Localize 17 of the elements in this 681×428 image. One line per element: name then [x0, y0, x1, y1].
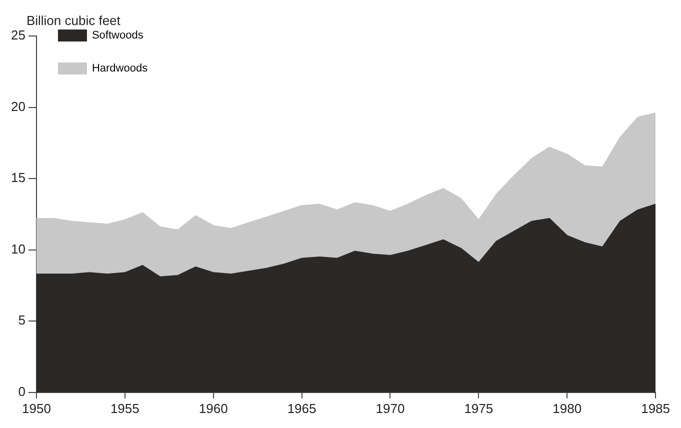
- y-tick-label: 5: [18, 312, 26, 328]
- x-tick-label: 1980: [552, 400, 582, 416]
- x-tick-label: 1965: [287, 400, 316, 416]
- y-tick-label: 0: [18, 384, 26, 399]
- y-axis-title: Billion cubic feet: [26, 13, 121, 28]
- legend-label: Hardwoods: [92, 62, 148, 75]
- legend-label: Softwoods: [92, 30, 144, 42]
- x-tick-label: 1955: [110, 400, 140, 416]
- x-tick-label: 1950: [22, 400, 51, 416]
- x-tick-label: 1970: [376, 400, 405, 416]
- x-tick-label: 1985: [641, 400, 670, 416]
- y-tick-label: 10: [10, 241, 26, 256]
- y-tick-label: 20: [10, 98, 26, 114]
- x-tick-label: 1975: [464, 400, 494, 416]
- y-tick-label: 15: [10, 170, 26, 186]
- x-tick-label: 1960: [198, 400, 228, 416]
- y-tick-label: 25: [10, 28, 26, 43]
